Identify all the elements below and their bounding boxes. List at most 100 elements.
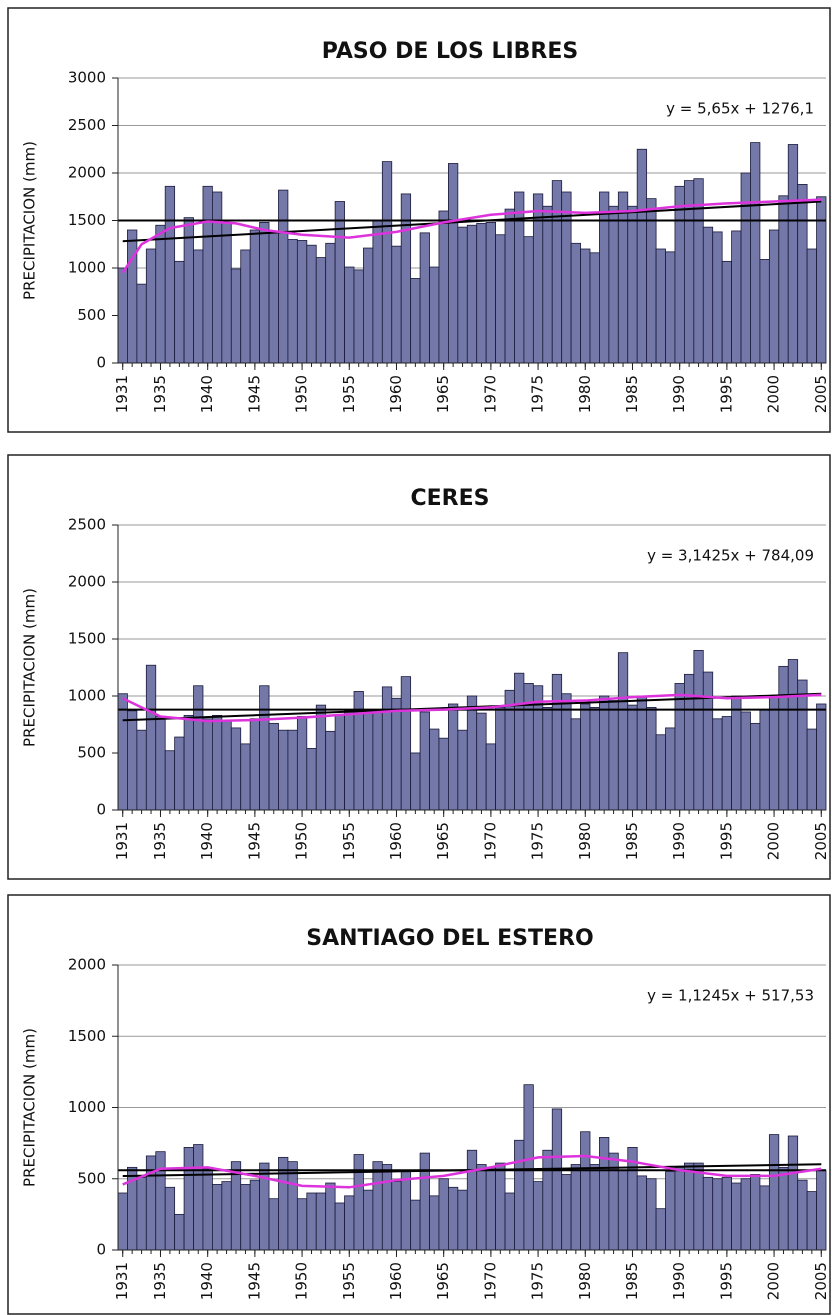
bar: [296, 716, 308, 811]
bar: [145, 664, 157, 811]
bar: [183, 217, 194, 364]
bar: [230, 727, 242, 811]
x-tick-label: 1950: [293, 822, 311, 860]
bar: [447, 1186, 459, 1251]
bar: [768, 695, 780, 811]
x-tick-label: 1975: [529, 822, 547, 860]
y-tick-label: 1500: [68, 630, 106, 648]
bar: [778, 1166, 789, 1251]
x-tick-label: 1970: [481, 1262, 499, 1300]
x-tick-label: 2000: [765, 375, 783, 413]
bar: [570, 242, 581, 364]
bar: [589, 1164, 600, 1251]
bar: [240, 1184, 251, 1251]
bar: [759, 1185, 770, 1251]
x-tick-label: 1985: [623, 822, 641, 860]
y-tick-label: 500: [77, 1169, 106, 1187]
x-tick-label: 1960: [387, 375, 405, 413]
bar: [344, 710, 355, 811]
y-tick-label: 1000: [68, 259, 106, 277]
bar: [429, 728, 440, 811]
bar: [419, 232, 430, 364]
bar: [315, 1192, 327, 1251]
bar: [485, 1166, 497, 1251]
x-tick-label: 1945: [245, 375, 263, 413]
bar: [381, 161, 393, 364]
bar: [551, 180, 563, 364]
bar: [797, 679, 808, 811]
bar: [523, 1084, 534, 1251]
bar: [278, 1156, 289, 1251]
x-tick-label: 1950: [293, 375, 311, 413]
bar: [806, 1191, 817, 1251]
chart-panel: PASO DE LOS LIBRES PRECIPITACION (mm) 0 500…: [7, 7, 831, 433]
x-tick-label: 1935: [151, 822, 169, 860]
bar: [183, 1147, 194, 1251]
bar: [400, 676, 412, 811]
bar: [580, 248, 591, 364]
bar: [768, 229, 780, 364]
x-tick-label: 1955: [340, 1262, 358, 1300]
bar: [211, 191, 223, 364]
x-tick-label: 1970: [481, 822, 499, 860]
bar: [117, 1192, 128, 1251]
panel-frame: [7, 7, 831, 433]
bar: [778, 665, 789, 811]
bar: [561, 693, 572, 811]
panel-frame: [7, 454, 831, 880]
bar: [268, 1198, 279, 1251]
bar: [485, 221, 497, 364]
panel-frame: [7, 894, 831, 1315]
bar: [523, 236, 534, 364]
y-tick-label: 2500: [68, 116, 106, 134]
x-tick-label: 1990: [670, 822, 688, 860]
chart-panel: CERES PRECIPITACION (mm) 0 500 1000 1500 2000 2…: [7, 454, 831, 880]
x-tick-label: 1960: [387, 1262, 405, 1300]
y-axis-label: PRECIPITACION (mm): [21, 1028, 39, 1187]
bar: [202, 718, 213, 811]
bar: [721, 260, 732, 364]
y-tick-label: 1000: [68, 1098, 106, 1116]
y-tick-label: 0: [96, 801, 106, 819]
bar: [211, 1184, 223, 1251]
bar: [429, 1195, 440, 1251]
smooth-line: [121, 198, 822, 274]
bar: [693, 1162, 704, 1251]
bar: [400, 193, 412, 364]
bar: [259, 221, 270, 364]
bar: [193, 1144, 204, 1251]
y-tick-label: 0: [96, 1241, 106, 1259]
x-tick-label: 1990: [670, 375, 688, 413]
x-tick-label: 1980: [576, 375, 594, 413]
x-tick-label: 1990: [670, 1262, 688, 1300]
bar: [665, 251, 676, 364]
bar: [665, 1171, 676, 1251]
bar: [750, 142, 761, 364]
chart-title: SANTIAGO DEL ESTERO: [306, 926, 593, 951]
chart-panel: SANTIAGO DEL ESTERO PRECIPITACION (mm) 0 50…: [7, 894, 831, 1315]
bar: [136, 729, 147, 811]
bar: [646, 198, 657, 364]
bar: [617, 1169, 629, 1251]
bar: [410, 1199, 421, 1251]
bar: [532, 1181, 544, 1251]
bar: [750, 722, 761, 811]
bar: [599, 191, 610, 364]
bar: [438, 737, 449, 811]
bar: [278, 729, 289, 811]
x-tick-label: 1931: [113, 822, 131, 860]
y-tick-label: 1500: [68, 1027, 106, 1045]
bar: [372, 220, 383, 364]
bar: [542, 707, 553, 811]
x-tick-label: 1965: [434, 1262, 452, 1300]
bar: [381, 686, 393, 811]
bar: [325, 730, 336, 811]
bar: [599, 695, 610, 811]
x-tick-label: 1980: [576, 822, 594, 860]
bar: [466, 224, 478, 364]
bar: [674, 683, 685, 811]
y-tick-label: 500: [77, 744, 106, 762]
bar: [608, 205, 619, 364]
bar: [702, 1176, 714, 1251]
bar: [334, 1202, 345, 1251]
